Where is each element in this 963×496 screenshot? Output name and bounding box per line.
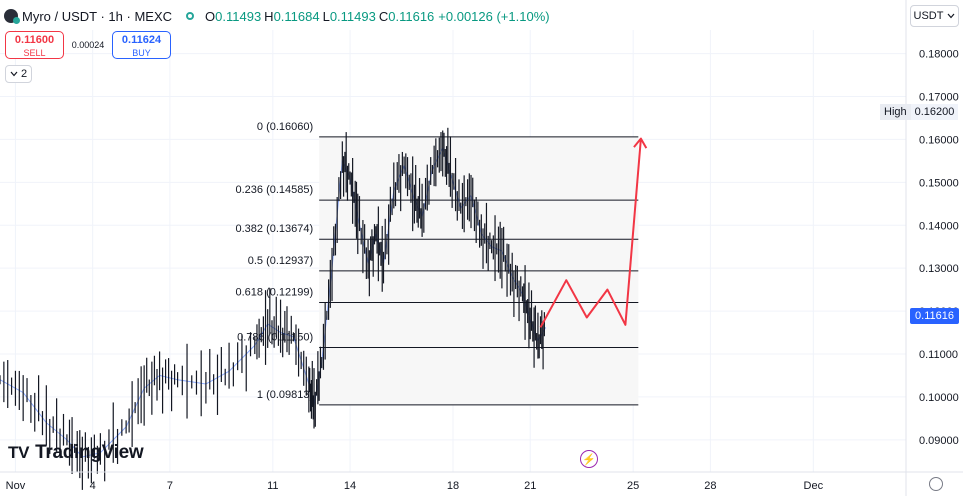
close-value: 0.11616 [388, 8, 435, 24]
price-tick-label: 0.14000 [919, 220, 959, 232]
high-marker-label: High [880, 104, 911, 120]
high-marker-value: 0.16200 [910, 104, 959, 120]
tradingview-mark-icon: TV [8, 443, 30, 462]
open-label: O [205, 8, 216, 24]
fib-level-label: 0.382 (0.13674) [235, 223, 313, 235]
time-tick-label: 7 [167, 480, 173, 492]
time-tick-label: 25 [627, 480, 639, 492]
time-tick-label: 21 [524, 480, 536, 492]
low-label: L [322, 8, 330, 24]
tradingview-logo: TV TradingView [8, 442, 144, 464]
buy-label: BUY [132, 48, 151, 58]
coin-logo-icon [4, 9, 20, 24]
time-tick-label: 4 [90, 480, 96, 492]
open-value: 0.11493 [215, 8, 262, 24]
spread-value: 0.00024 [71, 40, 105, 50]
price-tick-label: 0.18000 [919, 49, 959, 61]
settings-icon[interactable] [929, 477, 943, 491]
indicator-toggle-button[interactable]: 2 [5, 65, 32, 83]
market-status-icon [186, 12, 195, 20]
price-tick-label: 0.15000 [919, 177, 959, 189]
sell-button[interactable]: 0.11600 SELL [5, 31, 64, 59]
time-axis: Nov 4 7 11 14 18 21 25 28 Dec [0, 471, 963, 492]
price-series [0, 127, 547, 490]
time-tick-label: 11 [267, 480, 278, 492]
fib-level-label: 0.786 (0.11150) [237, 332, 313, 344]
high-value: 0.11684 [273, 8, 320, 24]
high-label: H [264, 8, 274, 24]
fib-level-label: 1 (0.09813) [257, 389, 313, 401]
price-tick-label: 0.16000 [919, 134, 959, 146]
last-price-tag: 0.11616 [910, 308, 959, 324]
symbol-header: Myro / USDT · 1h · MEXC O 0.11493 H 0.1168… [4, 6, 550, 26]
time-tick-label: 14 [344, 480, 356, 492]
fib-level-label: 0 (0.16060) [257, 121, 313, 133]
price-tick-label: 0.17000 [919, 92, 959, 104]
currency-label: USDT [913, 10, 944, 22]
fib-level-label: 0.236 (0.14585) [235, 184, 313, 196]
projection-arrowhead [633, 137, 648, 149]
price-tick-label: 0.11000 [919, 349, 958, 361]
chevron-down-icon [948, 13, 955, 19]
time-tick-label: 18 [447, 480, 459, 492]
fib-level-label: 0.5 (0.12937) [248, 255, 313, 267]
projection-path [539, 137, 648, 328]
time-tick-label: Dec [804, 480, 824, 492]
price-axis: 0.18000 0.17000 0.16000 0.15000 0.14000 0.130… [905, 0, 959, 496]
fib-level-label: 0.618 (0.12199) [235, 287, 313, 299]
currency-button[interactable]: USDT [910, 5, 959, 27]
price-tick-label: 0.09000 [919, 435, 959, 447]
symbol-title[interactable]: Myro / USDT · 1h · MEXC [22, 8, 173, 24]
sell-label: SELL [23, 48, 46, 58]
close-label: C [378, 8, 389, 24]
buy-price: 0.11624 [121, 34, 162, 46]
buy-button[interactable]: 0.11624 BUY [112, 31, 171, 59]
indicator-count: 2 [20, 68, 28, 80]
lightning-icon[interactable]: ⚡ [580, 450, 598, 468]
low-value: 0.11493 [329, 8, 376, 24]
price-tick-label: 0.10000 [919, 392, 959, 404]
price-tick-label: 0.13000 [919, 263, 959, 275]
time-tick-label: 28 [704, 480, 716, 492]
time-tick-label: Nov [6, 480, 26, 492]
tradingview-wordmark: TradingView [35, 442, 144, 463]
chevron-down-icon [10, 71, 18, 77]
change-value: +0.00126 (+1.10%) [438, 8, 550, 24]
high-marker: High 0.16200 [880, 104, 959, 120]
sell-price: 0.11600 [14, 34, 55, 46]
projection-line [539, 138, 642, 328]
